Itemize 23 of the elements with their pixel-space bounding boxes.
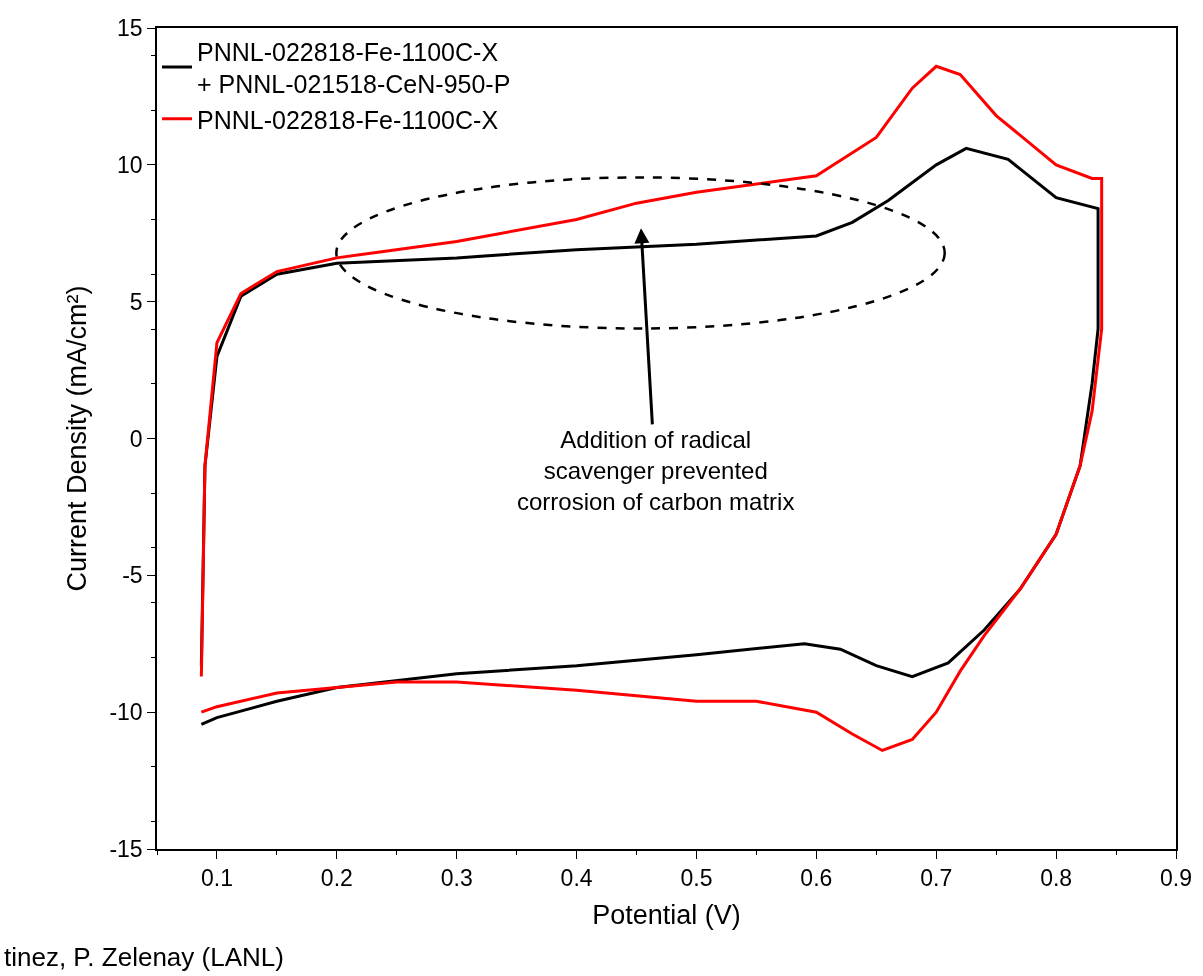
x-tick-label: 0.2 <box>320 865 353 892</box>
x-tick-label: 0.1 <box>200 865 233 892</box>
x-tick-label: 0.6 <box>800 865 833 892</box>
y-axis-title: Current Density (mA/cm²) <box>61 285 92 592</box>
y-tick-label: -5 <box>122 562 143 589</box>
x-tick-label: 0.5 <box>680 865 713 892</box>
annotation: Addition of radical scavenger prevented corrosion of carbon matrix <box>517 426 795 516</box>
y-tick-label: 15 <box>117 15 143 42</box>
x-tick-label: 0.3 <box>440 865 473 892</box>
y-tick-label: -15 <box>109 836 143 863</box>
y-tick-label: 0 <box>129 425 143 452</box>
y-tick-label: 10 <box>117 151 143 178</box>
y-tick-label: 5 <box>129 288 143 315</box>
y-tick-label: -10 <box>109 699 143 726</box>
x-axis-title: Potential (V) <box>592 900 741 931</box>
text: tinez, P. Zelenay (LANL) <box>4 942 284 972</box>
legend-label: PNNL-022818-Fe-1100C-X <box>197 105 499 134</box>
x-tick-label: 0.7 <box>920 865 953 892</box>
x-tick-label: 0.9 <box>1160 865 1192 892</box>
line-series <box>199 64 1104 752</box>
x-tick-label: 0.4 <box>560 865 593 892</box>
legend-label: PNNL-022818-Fe-1100C-X + PNNL-021518-CeN-950-P <box>197 37 511 98</box>
x-tick-label: 0.8 <box>1040 865 1073 892</box>
